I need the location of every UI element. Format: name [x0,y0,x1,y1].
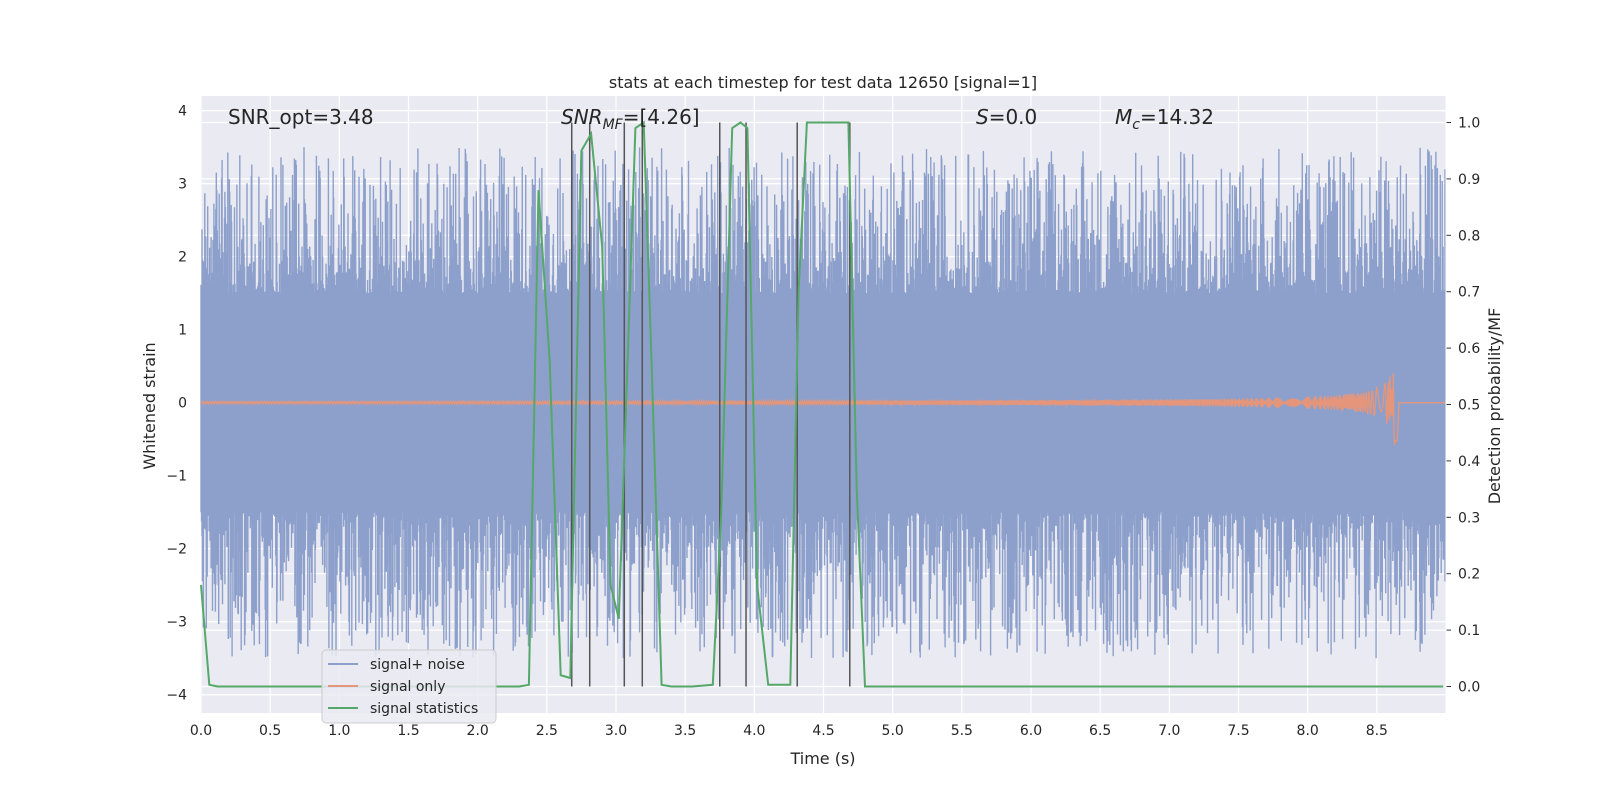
signal-only-line [200,373,1446,446]
annotation-s: S=0.0 [976,105,1037,129]
x-tick-label: 2.0 [467,723,489,739]
legend-label-signal-only: signal only [370,679,445,695]
y-tick-label: 2 [178,250,187,266]
x-tick-label: 4.0 [743,723,765,739]
x-axis-ticks: 0.0 0.5 1.0 1.5 2.0 2.5 3.0 3.5 4.0 4.5 5.0 5.5 6.0 6… [190,723,1388,739]
signal-statistics-line [200,120,1444,688]
y-tick-label: −2 [166,542,187,558]
x-tick-label: 1.5 [397,723,419,739]
legend: signal+ noise signal only signal statist… [321,649,497,724]
chart-title: stats at each timestep for test data 126… [609,73,1037,92]
y-tick-label: 3 [178,177,187,193]
y2-tick-label: 0.1 [1458,623,1480,639]
x-tick-label: 7.5 [1227,723,1249,739]
y2-axis-ticks: 0.0 0.1 0.2 0.3 0.4 0.5 0.6 0.7 0.8 0.9 1.0 [1446,116,1480,695]
annotation-mc-sub: c [1132,117,1140,133]
y2-tick-label: 0.3 [1458,510,1480,526]
y2-tick-label: 0.8 [1458,228,1480,244]
legend-box [321,649,497,724]
x-tick-label: 0.5 [259,723,281,739]
x-axis-label: Time (s) [789,749,855,768]
y-tick-label: 1 [178,323,187,339]
series-signal-only [200,373,1446,446]
y-axis-label: Whitened strain [140,342,159,469]
annotation-s-value: =0.0 [989,105,1038,129]
y2-tick-label: 0.2 [1458,567,1480,583]
y-tick-label: −3 [166,615,187,631]
annotation-snr-mf-symbol: SNR [561,105,603,129]
y2-axis-label: Detection probability/MF [1485,308,1504,505]
legend-label-signal-noise: signal+ noise [370,657,465,673]
annotation-mc-value: =14.32 [1140,105,1214,129]
annotation-mc-symbol: M [1115,105,1132,129]
series-signal-statistics [200,120,1444,688]
y-tick-label: 0 [178,396,187,412]
y-tick-label: 4 [178,104,187,120]
y2-tick-label: 0.4 [1458,454,1480,470]
annotation-s-symbol: S [976,105,989,129]
y2-tick-label: 1.0 [1458,116,1480,132]
annotation-snr-mf-value: =[4.26] [623,105,700,129]
y2-tick-label: 0.7 [1458,285,1480,301]
x-tick-label: 5.5 [951,723,973,739]
legend-label-signal-statistics: signal statistics [370,701,478,717]
x-tick-label: 0.0 [190,723,212,739]
x-tick-label: 3.0 [605,723,627,739]
y2-tick-label: 0.0 [1458,679,1480,695]
x-tick-label: 8.5 [1366,723,1388,739]
y2-tick-label: 0.6 [1458,341,1480,357]
x-tick-label: 5.0 [882,723,904,739]
vertical-lines [570,122,851,687]
y2-tick-label: 0.9 [1458,172,1480,188]
x-tick-label: 6.5 [1089,723,1111,739]
y-tick-label: −1 [166,469,187,485]
x-tick-label: 7.0 [1158,723,1180,739]
x-tick-label: 6.0 [1020,723,1042,739]
x-tick-label: 3.5 [674,723,696,739]
annotation-snr-mf-sub: MF [603,117,624,133]
y2-tick-label: 0.5 [1458,398,1480,414]
annotation-snr-mf: SNRMF=[4.26] [561,105,700,133]
y-axis-ticks: −4 −3 −2 −1 0 1 2 3 4 [166,104,187,704]
x-tick-label: 8.0 [1297,723,1319,739]
x-tick-label: 2.5 [536,723,558,739]
y-tick-label: −4 [166,688,187,704]
annotation-snr-opt: SNR_opt=3.48 [228,105,374,129]
x-tick-label: 1.0 [328,723,350,739]
annotation-mc: Mc=14.32 [1115,105,1214,133]
x-tick-label: 4.5 [812,723,834,739]
